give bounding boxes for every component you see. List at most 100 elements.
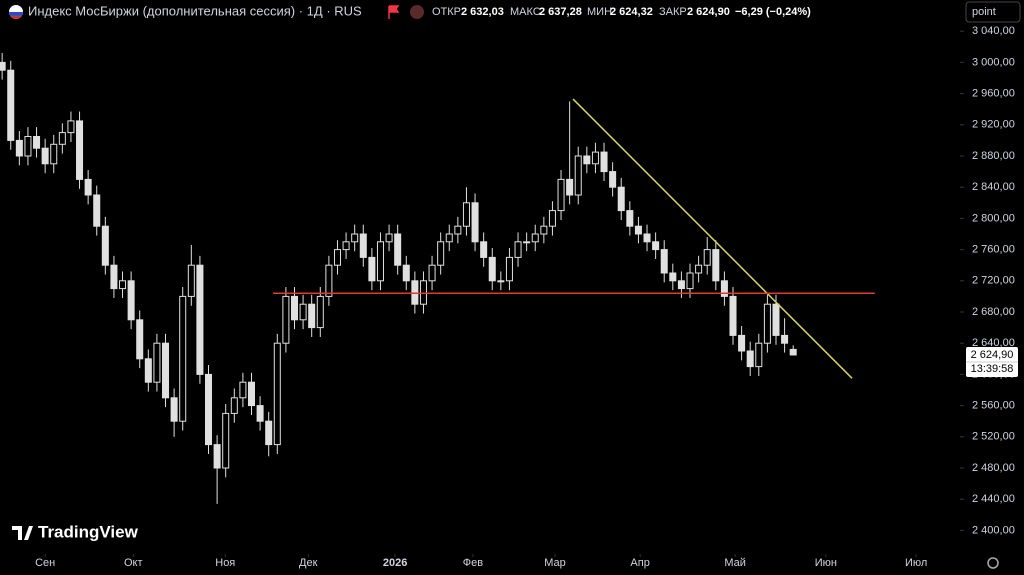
logo-text: TradingView	[38, 522, 139, 541]
candle-body	[411, 280, 419, 305]
x-tick-label: Мар	[544, 557, 566, 569]
high-label: МАКС	[510, 6, 541, 18]
low-value: 2 624,32	[610, 6, 653, 18]
candle-body	[677, 280, 685, 290]
candle-body	[316, 295, 324, 329]
candle-body	[0, 61, 6, 71]
x-tick-label: Дек	[299, 557, 318, 569]
candle-body	[7, 69, 15, 141]
x-tick-label: Ноя	[215, 557, 235, 569]
candle-body	[67, 120, 75, 134]
high-value: 2 637,28	[539, 6, 582, 18]
candle-body	[179, 295, 187, 422]
plot-area	[0, 53, 875, 504]
candle-body	[531, 233, 539, 243]
scale-mode-button[interactable]	[965, 1, 1021, 23]
settings-button[interactable]	[987, 557, 999, 569]
candle-body	[394, 233, 402, 266]
x-tick-label: Июл	[905, 557, 927, 569]
close-label: ЗАКР	[659, 6, 687, 18]
close-value: 2 624,90	[687, 6, 730, 18]
candle-body	[359, 233, 367, 258]
y-tick-label: 2 720,00	[972, 275, 1015, 287]
candle-body	[351, 233, 359, 243]
x-tick-label: Апр	[630, 557, 649, 569]
candle-body	[342, 241, 350, 251]
candle-body	[583, 155, 591, 165]
candle-body	[445, 233, 453, 243]
candle-body	[110, 264, 118, 290]
candle-body	[119, 280, 127, 290]
candle-body	[763, 303, 771, 344]
low-label: МИН	[587, 6, 612, 18]
candle-body	[574, 155, 582, 196]
change-value: −6,29 (−0,24%)	[735, 6, 811, 18]
candle-body	[15, 139, 23, 157]
candle-body	[609, 171, 617, 188]
candle-body	[84, 178, 92, 196]
candle-body	[557, 178, 565, 212]
last-price-label: 2 624,90	[971, 349, 1014, 361]
y-tick-label: 2 680,00	[972, 306, 1015, 318]
flag-icon-part	[10, 15, 22, 19]
candle-body	[187, 264, 195, 297]
candle-body	[540, 225, 548, 235]
candle-body	[703, 249, 711, 266]
trend-line	[572, 98, 853, 379]
candle-body	[462, 202, 470, 227]
candle-body	[333, 249, 341, 266]
candle-body	[497, 280, 505, 283]
y-tick-label: 2 800,00	[972, 212, 1015, 224]
candle-body	[669, 272, 677, 282]
candle-body	[686, 272, 694, 290]
candle-body	[454, 225, 462, 235]
candle-body	[153, 342, 161, 383]
flag-button[interactable]	[388, 5, 400, 19]
y-tick-label: 3 000,00	[972, 56, 1015, 68]
x-tick-label: Фев	[463, 557, 483, 569]
countdown-label: 13:39:58	[971, 363, 1014, 375]
candle-body	[162, 342, 170, 399]
candle-body	[566, 178, 574, 196]
candle-body	[325, 264, 333, 297]
candle-body	[265, 420, 273, 446]
candle-body	[247, 381, 256, 407]
candle-body	[24, 136, 32, 157]
x-tick-label: Май	[724, 557, 746, 569]
candle-body	[480, 241, 488, 258]
y-tick-label: 2 400,00	[972, 524, 1015, 536]
candle-body	[789, 348, 797, 356]
candle-body	[136, 319, 144, 360]
candle-body	[712, 249, 720, 282]
candle-body	[738, 334, 746, 352]
candle-body	[772, 303, 780, 336]
candle-body	[213, 444, 221, 469]
candle-body	[548, 210, 556, 227]
candle-body	[471, 202, 479, 243]
y-tick-label: 2 760,00	[972, 244, 1015, 256]
x-tick-label: Окт	[124, 557, 143, 569]
candle-body	[273, 342, 281, 446]
candle-body	[76, 120, 84, 180]
candle-body	[127, 280, 135, 321]
y-tick-label: 2 440,00	[972, 493, 1015, 505]
candle-body	[33, 136, 41, 149]
candle-body	[222, 412, 230, 469]
candle-body	[204, 373, 213, 446]
candle-body	[643, 233, 651, 243]
x-tick-label: Июн	[815, 557, 837, 569]
candle-body	[652, 241, 660, 251]
candle-body	[437, 241, 445, 266]
candle-body	[634, 225, 642, 235]
y-tick-label: 3 040,00	[972, 25, 1015, 37]
candle-body	[144, 358, 152, 383]
candle-body	[385, 233, 393, 243]
candle-body	[419, 280, 427, 305]
candle-body	[93, 194, 101, 227]
x-tick-label: Сен	[35, 557, 55, 569]
candle-body	[746, 350, 754, 368]
candle-body	[41, 147, 49, 165]
candle-body	[170, 397, 178, 422]
